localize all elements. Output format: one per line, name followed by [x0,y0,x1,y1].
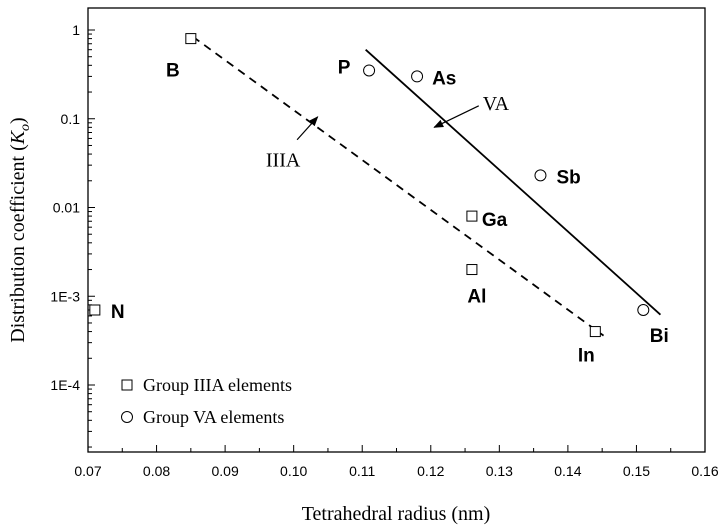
annotation-arrow-iiia [296,116,319,141]
x-tick-label: 0.15 [623,463,650,479]
point-labels: B N Ga Al In P As Sb Bi [111,57,669,366]
marker-circle-bi [637,303,650,316]
legend-circle-marker [121,411,133,423]
marker-square-al [466,264,478,276]
marker-square-b [185,33,197,45]
y-axis-title-main: Distribution coefficient ( [7,144,29,343]
y-axis-title: Distribution coefficient (Ko) [7,117,33,342]
x-tick-label: 0.08 [143,463,170,479]
marker-circle-p [363,64,376,77]
marker-square-n [89,304,101,316]
y-tick-label: 1E-3 [50,288,80,304]
x-tick-label: 0.13 [486,463,513,479]
y-axis-title-close: ) [7,117,29,124]
x-axis-title: Tetrahedral radius (nm) [302,503,491,525]
annotation-label-iiia: IIIA [266,150,301,172]
x-tick-label: 0.11 [349,463,375,479]
point-label-as: As [432,68,456,89]
point-label-ga: Ga [482,210,508,231]
marker-square-ga [466,210,478,222]
marker-square-in [589,326,601,338]
point-label-bi: Bi [650,326,669,347]
legend-label-group-va: Group VA elements [143,407,284,427]
y-tick-label: 0.01 [53,200,80,216]
marker-circle-sb [534,169,547,182]
x-tick-label: 0.16 [691,463,718,479]
annotation-arrow-va [433,105,480,128]
x-tick-label: 0.07 [74,463,101,479]
point-label-al: Al [467,287,486,308]
point-label-in: In [578,346,595,367]
data-markers [89,33,650,338]
point-label-n: N [111,302,125,323]
y-tick-label: 1 [72,22,80,38]
legend-square-marker [121,379,133,391]
fit-lines [192,35,662,337]
marker-circle-as [411,70,424,83]
x-tick-label: 0.10 [280,463,307,479]
x-tick-label: 0.09 [211,463,238,479]
x-axis: 0.07 0.08 0.09 0.10 0.11 0.12 0.13 0.14 0.15 0.16 [74,445,719,479]
x-tick-label: 0.12 [417,463,444,479]
y-tick-label: 1E-4 [50,377,80,393]
point-label-sb: Sb [556,167,580,188]
y-axis-title-subscript: o [18,124,33,131]
annotations: IIIA VA [266,93,510,172]
group-va-fit-line [365,49,662,316]
y-axis: 1 0.1 0.01 1E-3 1E-4 [50,22,95,448]
point-label-b: B [166,61,180,82]
legend-label-group-iiia: Group IIIA elements [143,375,292,395]
point-label-p: P [338,57,351,78]
y-tick-label: 0.1 [61,111,81,127]
annotation-label-va: VA [483,93,510,115]
y-axis-title-symbol: K [7,129,29,145]
x-tick-label: 0.14 [554,463,581,479]
group-iiia-fit-line [192,35,605,337]
legend: Group IIIA elements Group VA elements [121,375,292,427]
